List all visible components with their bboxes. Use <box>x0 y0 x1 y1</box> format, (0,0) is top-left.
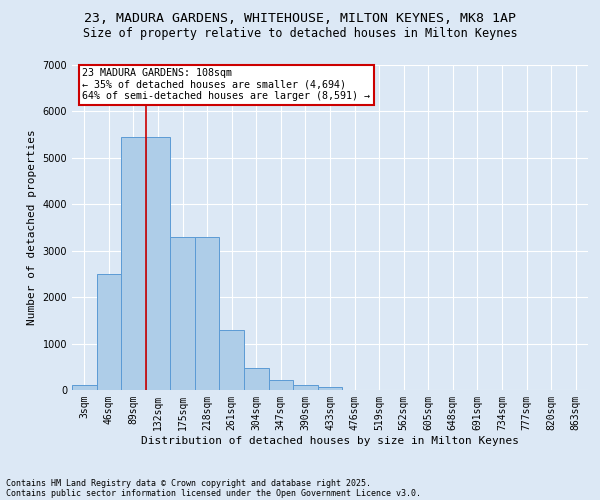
Bar <box>318 387 342 390</box>
Bar <box>195 237 220 390</box>
Bar <box>72 386 97 390</box>
X-axis label: Distribution of detached houses by size in Milton Keynes: Distribution of detached houses by size … <box>141 436 519 446</box>
Text: Size of property relative to detached houses in Milton Keynes: Size of property relative to detached ho… <box>83 28 517 40</box>
Text: Contains public sector information licensed under the Open Government Licence v3: Contains public sector information licen… <box>6 488 421 498</box>
Text: 23, MADURA GARDENS, WHITEHOUSE, MILTON KEYNES, MK8 1AP: 23, MADURA GARDENS, WHITEHOUSE, MILTON K… <box>84 12 516 26</box>
Bar <box>269 380 293 390</box>
Bar <box>97 274 121 390</box>
Y-axis label: Number of detached properties: Number of detached properties <box>27 130 37 326</box>
Bar <box>244 368 269 390</box>
Text: Contains HM Land Registry data © Crown copyright and database right 2025.: Contains HM Land Registry data © Crown c… <box>6 478 371 488</box>
Text: 23 MADURA GARDENS: 108sqm
← 35% of detached houses are smaller (4,694)
64% of se: 23 MADURA GARDENS: 108sqm ← 35% of detac… <box>82 68 370 102</box>
Bar <box>293 386 318 390</box>
Bar <box>170 237 195 390</box>
Bar <box>220 330 244 390</box>
Bar <box>121 137 146 390</box>
Bar <box>146 137 170 390</box>
